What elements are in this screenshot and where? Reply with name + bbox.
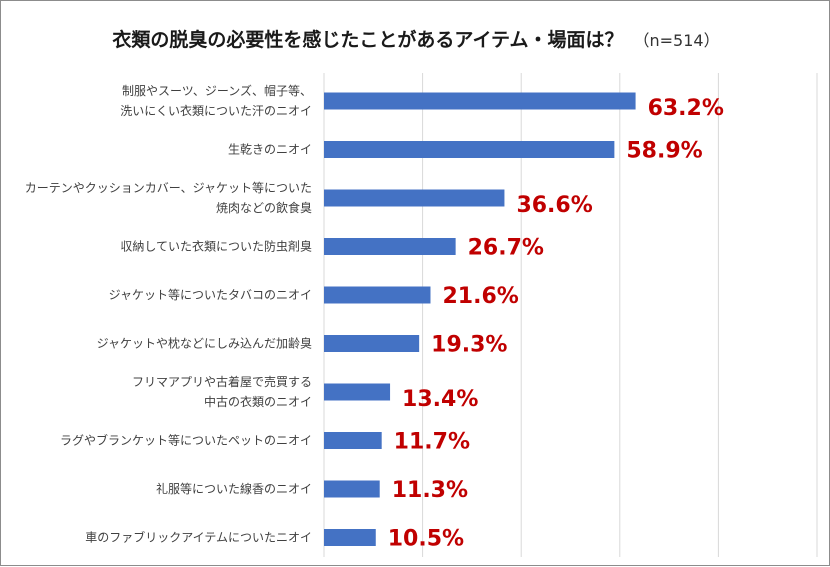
category-label-8: ラグやブランケット等についたペットのニオイ <box>60 433 312 448</box>
category-label-1-line-2: 洗いにくい衣類についた汗のニオイ <box>120 103 312 118</box>
chart-title: 衣類の脱臭の必要性を感じたことがあるアイテム・場面は？ （n=514） <box>1 25 830 52</box>
category-label-5: ジャケット等についたタバコのニオイ <box>109 288 312 302</box>
category-label-1-line-1: 制服やスーツ、ジーンズ、帽子等、 <box>122 83 312 98</box>
category-label-10: 車のファブリックアイテムについたニオイ <box>85 530 312 545</box>
category-label-4: 収納していた衣類についた防虫剤臭 <box>120 239 312 254</box>
category-label-6: ジャケットや枕などにしみ込んだ加齢臭 <box>97 336 312 351</box>
bar-6 <box>324 335 420 352</box>
bar-8 <box>324 432 382 449</box>
bar-10 <box>324 529 376 546</box>
bar-1 <box>324 92 636 110</box>
bar-3 <box>324 189 505 207</box>
category-label-9: 礼服等についた線香のニオイ <box>156 481 312 496</box>
category-label-3-line-2: 焼肉などの飲食臭 <box>216 200 312 215</box>
category-label-2: 生乾きのニオイ <box>228 143 312 157</box>
value-label-1: 63.2% <box>648 96 724 121</box>
bar-2 <box>324 141 615 158</box>
value-label-7: 13.4% <box>402 387 478 412</box>
value-label-6: 19.3% <box>431 333 507 358</box>
value-label-9: 11.3% <box>392 478 468 503</box>
category-label-3-line-1: カーテンやクッションカバー、ジャケット等についた <box>25 181 312 195</box>
bar-5 <box>324 286 431 304</box>
value-label-2: 58.9% <box>626 139 702 164</box>
value-label-8: 11.7% <box>394 430 470 455</box>
chart-title-text: 衣類の脱臭の必要性を感じたことがあるアイテム・場面は？ <box>112 29 624 51</box>
category-label-7-line-2: 中古の衣類のニオイ <box>204 394 312 409</box>
value-label-5: 21.6% <box>442 284 518 309</box>
category-label-7-line-1: フリマアプリや古着屋で売買する <box>132 374 312 389</box>
bar-9 <box>324 480 380 498</box>
value-label-10: 10.5% <box>388 527 464 552</box>
value-label-3: 36.6% <box>516 193 592 218</box>
value-label-4: 26.7% <box>468 236 544 261</box>
sample-size-label: （n=514） <box>633 31 720 50</box>
bar-4 <box>324 238 456 255</box>
bar-7 <box>324 383 391 401</box>
